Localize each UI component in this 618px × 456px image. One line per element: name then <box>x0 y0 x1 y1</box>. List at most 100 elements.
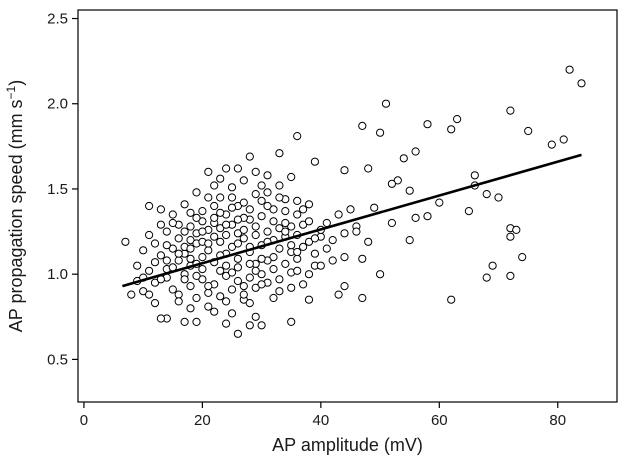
data-point <box>310 157 319 166</box>
data-point <box>299 242 308 251</box>
data-point <box>328 236 337 245</box>
data-point <box>287 222 296 231</box>
data-point <box>257 280 266 289</box>
data-point <box>299 220 308 229</box>
data-point <box>162 256 171 265</box>
data-point <box>168 285 177 294</box>
data-point <box>186 222 195 231</box>
data-point <box>423 212 432 221</box>
data-point <box>198 207 207 216</box>
data-point <box>162 227 171 236</box>
data-point <box>233 329 242 338</box>
y-tick-label: 1.5 <box>47 181 68 198</box>
data-point <box>399 154 408 163</box>
data-point <box>227 183 237 192</box>
data-point <box>257 196 266 205</box>
data-point <box>275 149 284 158</box>
plot-frame <box>77 9 618 403</box>
data-point <box>156 251 165 260</box>
data-point <box>310 234 319 243</box>
data-point <box>364 237 373 246</box>
data-point <box>251 266 260 275</box>
data-point <box>145 201 154 211</box>
data-point <box>275 244 284 253</box>
data-point <box>186 254 195 263</box>
data-point <box>204 193 213 202</box>
data-point <box>198 275 207 284</box>
data-point <box>263 227 272 236</box>
data-point <box>186 236 195 245</box>
data-point <box>210 213 219 222</box>
data-point <box>376 270 385 279</box>
data-point <box>565 65 574 74</box>
data-point <box>547 140 556 149</box>
data-point <box>293 210 302 219</box>
data-point <box>245 152 254 161</box>
y-tick-label: 1.0 <box>47 266 68 283</box>
data-point <box>174 256 183 265</box>
data-point <box>304 217 314 226</box>
data-point <box>192 188 201 197</box>
data-point <box>310 249 319 258</box>
data-point <box>577 79 586 88</box>
data-point <box>210 201 219 211</box>
data-point <box>204 282 213 291</box>
data-point <box>322 218 331 228</box>
data-point <box>482 273 491 282</box>
data-point <box>423 120 432 129</box>
data-point <box>174 297 183 306</box>
data-point <box>168 218 177 228</box>
y-tick-label: 2.0 <box>47 96 68 113</box>
data-point <box>559 135 568 144</box>
data-point <box>251 230 260 240</box>
data-point <box>168 210 177 219</box>
data-point <box>293 247 302 257</box>
data-point <box>281 218 290 228</box>
data-point <box>387 179 396 188</box>
data-point <box>156 220 165 229</box>
data-point <box>233 276 242 286</box>
data-point <box>198 253 207 262</box>
data-point <box>216 193 225 202</box>
data-point <box>316 261 325 270</box>
data-point <box>139 287 148 296</box>
data-point <box>512 225 521 234</box>
data-point <box>447 295 456 304</box>
data-point <box>168 244 177 253</box>
data-point <box>334 210 343 219</box>
data-point <box>145 290 154 299</box>
x-tick-label: 60 <box>431 412 448 429</box>
data-point <box>239 225 248 234</box>
data-point <box>287 317 296 326</box>
data-point <box>186 244 195 253</box>
data-point <box>216 208 225 217</box>
data-point <box>216 224 225 233</box>
data-point <box>293 266 302 275</box>
data-point <box>239 290 248 299</box>
data-point <box>245 259 254 268</box>
data-point <box>156 205 165 214</box>
x-tick-label: 0 <box>80 412 88 429</box>
data-point <box>233 239 242 248</box>
data-point <box>162 241 171 250</box>
trend-line <box>122 153 582 288</box>
data-point <box>186 282 195 291</box>
data-point <box>127 290 136 299</box>
data-point <box>340 282 349 291</box>
data-point <box>245 321 254 330</box>
data-point <box>198 227 207 236</box>
data-point <box>145 266 154 275</box>
data-point <box>251 222 260 231</box>
data-point <box>269 217 278 226</box>
data-point <box>275 275 284 284</box>
data-point <box>145 230 154 240</box>
data-point <box>304 270 314 279</box>
data-point <box>364 164 373 173</box>
data-point <box>411 213 420 222</box>
data-point <box>304 200 314 209</box>
data-point <box>494 193 503 202</box>
data-point <box>192 213 201 222</box>
data-point <box>340 166 349 175</box>
data-point <box>340 253 349 262</box>
data-point <box>470 171 479 180</box>
